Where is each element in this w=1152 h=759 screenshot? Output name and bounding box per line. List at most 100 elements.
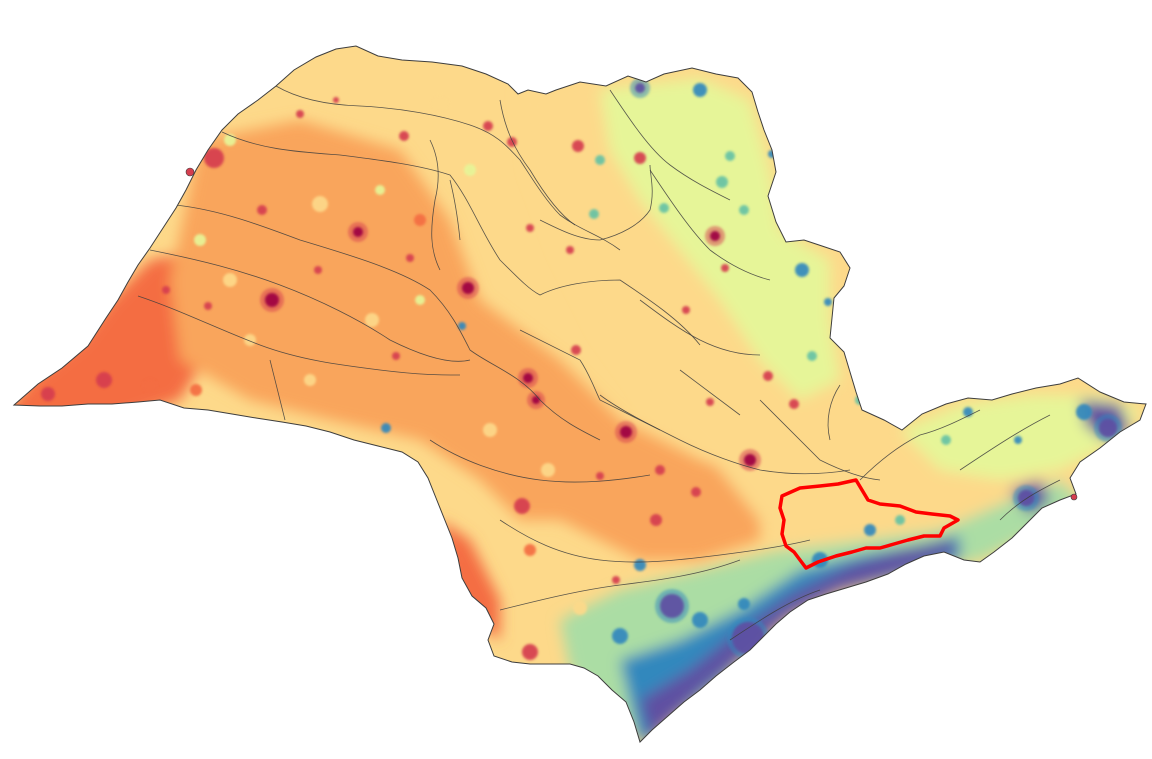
hotspot-46 bbox=[635, 83, 645, 93]
boundary-24 bbox=[729, 589, 821, 641]
hotspot-38 bbox=[333, 97, 339, 103]
hotspot-68 bbox=[941, 435, 951, 445]
hotspot-47 bbox=[659, 203, 669, 213]
hotspot-50 bbox=[795, 263, 809, 277]
hotspot-80 bbox=[483, 423, 497, 437]
boundary-11 bbox=[609, 89, 731, 201]
hotspot-89 bbox=[415, 295, 425, 305]
hotspot-58 bbox=[660, 594, 684, 618]
hotspot-49 bbox=[739, 205, 749, 215]
hotspot-43 bbox=[524, 544, 536, 556]
boundary-20 bbox=[759, 399, 881, 481]
hotspot-75 bbox=[431, 95, 449, 113]
boundary-22 bbox=[959, 414, 1051, 471]
boundary-13 bbox=[639, 299, 761, 356]
hotspot-31 bbox=[789, 399, 799, 409]
hotspot-9 bbox=[96, 372, 112, 388]
hotspot-layer bbox=[41, 78, 1122, 660]
boundary-17 bbox=[499, 559, 741, 611]
hotspot-8 bbox=[392, 352, 400, 360]
hotspot-28 bbox=[691, 487, 701, 497]
hotspot-71 bbox=[895, 515, 905, 525]
hotspot-37 bbox=[399, 131, 409, 141]
hotspot-25 bbox=[406, 254, 414, 262]
hotspot-79 bbox=[365, 313, 379, 327]
hotspot-14 bbox=[507, 137, 517, 147]
hotspot-20 bbox=[522, 644, 538, 660]
hotspot-23 bbox=[204, 302, 212, 310]
hotspot-6 bbox=[523, 373, 533, 383]
boundary-4 bbox=[149, 249, 471, 362]
boundary-21 bbox=[859, 409, 981, 481]
hotspot-53 bbox=[458, 322, 466, 330]
boundary-7 bbox=[429, 139, 441, 271]
hotspot-51 bbox=[824, 298, 832, 306]
hotspot-40 bbox=[143, 379, 157, 393]
region-boundaries bbox=[137, 85, 1061, 641]
hotspot-2 bbox=[462, 282, 474, 294]
boundary-5 bbox=[137, 295, 461, 376]
hotspot-27 bbox=[655, 465, 665, 475]
island-marker-east bbox=[1070, 493, 1078, 501]
hotspot-30 bbox=[763, 371, 773, 381]
highlighted-region-outline bbox=[778, 478, 960, 570]
hotspot-3 bbox=[620, 426, 632, 438]
hotspot-54 bbox=[381, 423, 391, 433]
hotspot-1 bbox=[353, 227, 363, 237]
hotspot-41 bbox=[190, 384, 202, 396]
hotspot-73 bbox=[807, 351, 817, 361]
hotspot-48 bbox=[716, 176, 728, 188]
hotspot-84 bbox=[304, 374, 316, 386]
hotspot-74 bbox=[725, 151, 735, 161]
boundary-12 bbox=[649, 169, 771, 281]
hotspot-88 bbox=[375, 185, 385, 195]
hotspot-5 bbox=[710, 231, 720, 241]
hotspot-87 bbox=[464, 164, 476, 176]
hotspot-60 bbox=[738, 598, 750, 610]
boundary-25 bbox=[827, 384, 841, 441]
hotspot-57 bbox=[634, 559, 646, 571]
boundary-18 bbox=[599, 394, 851, 475]
hotspot-17 bbox=[721, 264, 729, 272]
boundary-19 bbox=[679, 369, 741, 416]
boundary-16 bbox=[499, 519, 811, 563]
hotspot-85 bbox=[194, 234, 206, 246]
hotspot-69 bbox=[864, 524, 876, 536]
boundary-9 bbox=[499, 99, 576, 226]
hotspot-32 bbox=[706, 398, 714, 406]
hotspot-83 bbox=[244, 334, 256, 346]
hotspot-18 bbox=[650, 514, 662, 526]
hotspot-34 bbox=[566, 246, 574, 254]
hotspot-81 bbox=[573, 601, 587, 615]
hotspot-62 bbox=[692, 612, 708, 628]
hotspot-24 bbox=[314, 266, 322, 274]
hotspot-21 bbox=[41, 387, 55, 401]
hotspot-35 bbox=[526, 224, 534, 232]
hotspot-16 bbox=[634, 152, 646, 164]
hotspot-63 bbox=[1099, 419, 1117, 437]
hotspot-29 bbox=[596, 472, 604, 480]
hotspot-64 bbox=[1076, 404, 1092, 420]
hotspot-7 bbox=[532, 396, 540, 404]
boundary-1 bbox=[275, 85, 621, 251]
hotspot-11 bbox=[204, 148, 224, 168]
hotspot-76 bbox=[223, 273, 237, 287]
hotspot-66 bbox=[1014, 436, 1022, 444]
boundary-10 bbox=[539, 164, 653, 241]
boundary-23 bbox=[999, 479, 1061, 521]
hotspot-45 bbox=[693, 83, 707, 97]
hotspot-13 bbox=[483, 121, 493, 131]
hotspot-0 bbox=[265, 293, 279, 307]
hotspot-10 bbox=[514, 498, 530, 514]
hotspot-36 bbox=[296, 110, 304, 118]
hotspot-82 bbox=[541, 463, 555, 477]
hotspot-55 bbox=[589, 209, 599, 219]
hotspot-15 bbox=[572, 140, 584, 152]
island-markers bbox=[185, 167, 1078, 501]
hotspot-42 bbox=[414, 214, 426, 226]
hotspot-19 bbox=[612, 576, 620, 584]
boundary-14 bbox=[519, 329, 661, 431]
boundary-8 bbox=[449, 179, 461, 241]
hotspot-33 bbox=[682, 306, 690, 314]
